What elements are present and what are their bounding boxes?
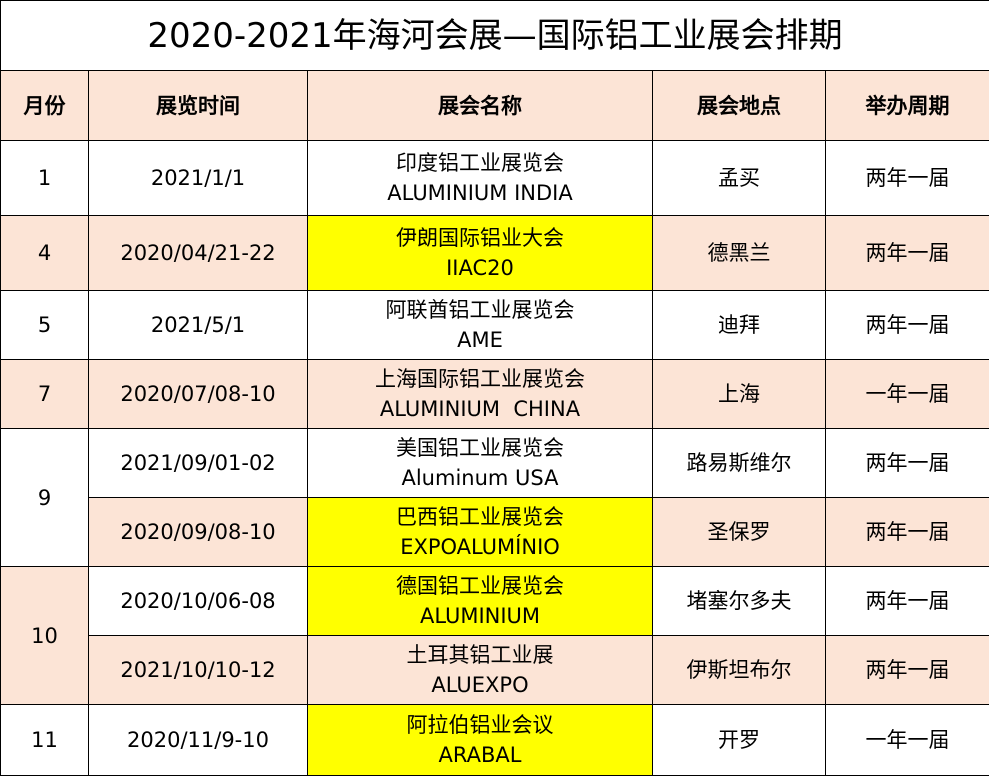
cell-location[interactable]: 路易斯维尔 [652,428,826,498]
name-en: Aluminum USA [401,466,559,490]
cell-name[interactable]: 伊朗国际铝业大会 IIAC20 [307,215,653,291]
cell-cycle[interactable]: 两年一届 [825,635,989,705]
name-cn: 德国铝工业展览会 [396,574,564,598]
cell-month[interactable]: 1 [0,140,89,216]
header-name[interactable]: 展会名称 [307,70,653,141]
name-cn: 巴西铝工业展览会 [396,505,564,529]
cell-location[interactable]: 伊斯坦布尔 [652,635,826,705]
cell-location[interactable]: 开罗 [652,704,826,776]
table-row: 1 2021/1/1 印度铝工业展览会 ALUMINIUM INDIA 孟买 两年一届 [0,140,989,216]
cell-month[interactable]: 11 [0,704,89,776]
name-en: EXPOALUMÍNIO [400,535,560,559]
table-row: 9 2021/09/01-02 美国铝工业展览会 Aluminum USA 路易斯维尔两… [0,428,989,567]
cell-name[interactable]: 阿拉伯铝业会议 ARABAL [307,704,653,776]
cell-cycle[interactable]: 两年一届 [825,290,989,360]
header-location[interactable]: 展会地点 [652,70,826,141]
table-row: 10 2020/10/06-08 德国铝工业展览会 ALUMINIUM 堵塞尔多夫 两年一… [0,566,989,705]
cell-date[interactable]: 2021/10/10-12 [88,635,308,705]
cell-name[interactable]: 印度铝工业展览会 ALUMINIUM INDIA [307,140,653,216]
cell-location[interactable]: 孟买 [652,140,826,216]
name-en: ALUMINIUM INDIA [387,181,573,205]
table-row: 4 2020/04/21-22 伊朗国际铝业大会 IIAC20 德黑兰 两年一届 [0,215,989,291]
cell-location[interactable]: 圣保罗 [652,497,826,567]
cell-cycle[interactable]: 一年一届 [825,704,989,776]
table-title[interactable]: 2020-2021年海河会展—国际铝工业展会排期 [0,0,989,71]
cell-month[interactable]: 9 [0,428,89,567]
table-row: 7 2020/07/08-10 上海国际铝工业展览会 ALUMINIUM CHINA 上… [0,359,989,429]
name-en: IIAC20 [446,256,514,280]
name-en: AME [457,328,503,352]
cell-date[interactable]: 2021/1/1 [88,140,308,216]
cell-date[interactable]: 2020/09/08-10 [88,497,308,567]
cell-location[interactable]: 德黑兰 [652,215,826,291]
title-row: 2020-2021年海河会展—国际铝工业展会排期 [0,0,989,71]
cell-month[interactable]: 7 [0,359,89,429]
name-cn: 伊朗国际铝业大会 [396,226,564,250]
name-cn: 阿拉伯铝业会议 [406,713,554,737]
cell-date[interactable]: 2020/07/08-10 [88,359,308,429]
cell-date[interactable]: 2021/09/01-02 [88,428,308,498]
cell-location[interactable]: 堵塞尔多夫 [652,566,826,636]
cell-date[interactable]: 2020/11/9-10 [88,704,308,776]
name-en: ALUMINIUM [419,604,541,628]
cell-cycle[interactable]: 两年一届 [825,428,989,498]
name-cn: 印度铝工业展览会 [396,151,564,175]
cell-month[interactable]: 10 [0,566,89,705]
cell-name[interactable]: 阿联酋铝工业展览会 AME [307,290,653,360]
cell-month[interactable]: 4 [0,215,89,291]
cell-cycle[interactable]: 两年一届 [825,215,989,291]
cell-name[interactable]: 巴西铝工业展览会 EXPOALUMÍNIO [307,497,653,567]
name-en: ARABAL [438,743,522,767]
cell-name[interactable]: 美国铝工业展览会 Aluminum USA [307,428,653,498]
cell-cycle[interactable]: 两年一届 [825,140,989,216]
table-row: 5 2021/5/1 阿联酋铝工业展览会 AME 迪拜 两年一届 [0,290,989,360]
name-cn: 阿联酋铝工业展览会 [385,298,575,322]
header-month[interactable]: 月份 [0,70,89,141]
table-row: 11 2020/11/9-10 阿拉伯铝业会议 ARABAL 开罗 一年一届 [0,704,989,776]
cell-location[interactable]: 上海 [652,359,826,429]
cell-name[interactable]: 德国铝工业展览会 ALUMINIUM [307,566,653,636]
name-en: ALUEXPO [431,673,529,697]
cell-date[interactable]: 2021/5/1 [88,290,308,360]
name-cn: 美国铝工业展览会 [396,436,564,460]
cell-date[interactable]: 2020/04/21-22 [88,215,308,291]
cell-location[interactable]: 迪拜 [652,290,826,360]
header-date[interactable]: 展览时间 [88,70,308,141]
cell-cycle[interactable]: 两年一届 [825,497,989,567]
cell-month[interactable]: 5 [0,290,89,360]
header-row: 月份 展览时间 展会名称 展会地点 举办周期 [0,70,989,141]
table-row: 2020/09/08-10 巴西铝工业展览会 EXPOALUMÍNIO 圣保罗 两年一届 [1,497,989,567]
cell-cycle[interactable]: 一年一届 [825,359,989,429]
name-cn: 土耳其铝工业展 [406,643,554,667]
cell-name[interactable]: 上海国际铝工业展览会 ALUMINIUM CHINA [307,359,653,429]
cell-date[interactable]: 2020/10/06-08 [88,566,308,636]
header-cycle[interactable]: 举办周期 [825,70,989,141]
table-row: 2021/10/10-12 土耳其铝工业展 ALUEXPO 伊斯坦布尔 两年一届 [1,635,989,705]
cell-cycle[interactable]: 两年一届 [825,566,989,636]
name-cn: 上海国际铝工业展览会 [375,367,585,391]
name-en: ALUMINIUM CHINA [379,397,581,421]
cell-name[interactable]: 土耳其铝工业展 ALUEXPO [307,635,653,705]
